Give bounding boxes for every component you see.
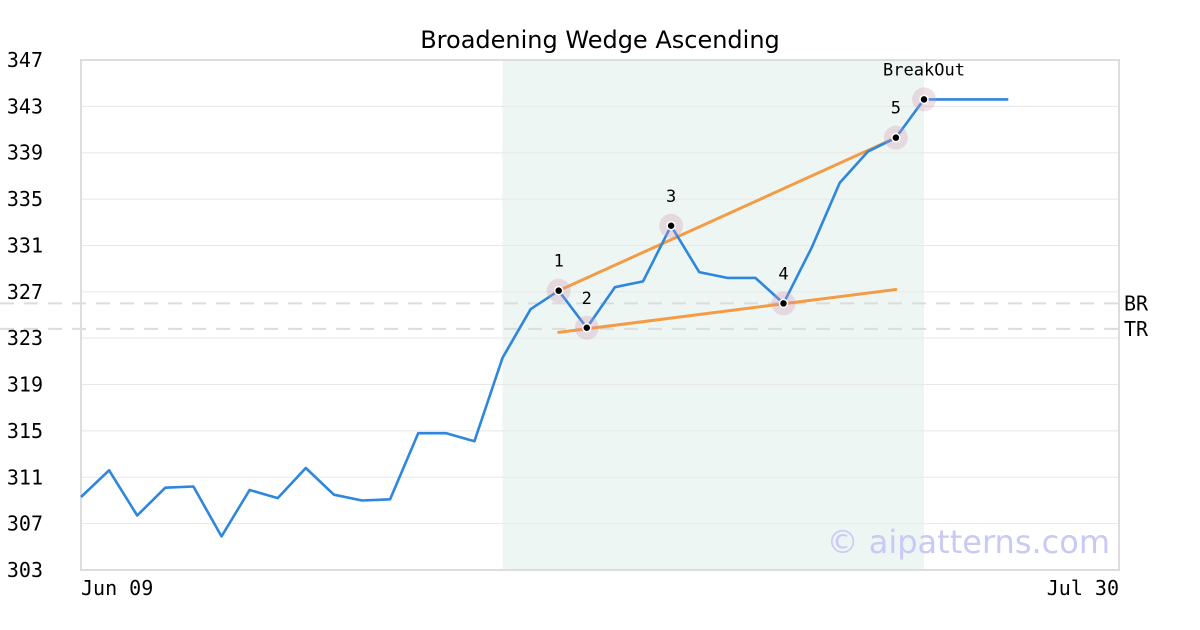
pattern-point-label: 1 — [554, 252, 564, 272]
pattern-point-label: 3 — [666, 187, 676, 207]
pattern-point — [919, 94, 929, 105]
trend-line — [557, 288, 898, 334]
y-tick-label: 343 — [7, 94, 43, 118]
y-tick-label: 311 — [7, 465, 43, 489]
chart-title: Broadening Wedge Ascending — [420, 26, 780, 54]
pattern-point — [666, 221, 676, 231]
y-tick-label: 331 — [7, 233, 43, 257]
pattern-point — [891, 132, 901, 143]
price-series-line — [80, 98, 1009, 538]
y-tick-label: 335 — [7, 187, 43, 211]
y-tick-label: 303 — [7, 558, 43, 582]
plot-frame — [80, 59, 1120, 571]
y-tick-label: 339 — [7, 141, 43, 165]
x-tick-label: Jul 30 — [1047, 576, 1119, 600]
pattern-point-label: BreakOut — [883, 60, 965, 80]
y-tick-label: 307 — [7, 512, 43, 536]
y-tick-label: 347 — [7, 48, 43, 72]
y-tick-label: 327 — [7, 280, 43, 304]
y-tick-label: 315 — [7, 419, 43, 443]
pattern-point — [553, 285, 564, 296]
reference-line-label: TR — [1124, 317, 1149, 341]
pattern-point-label: 2 — [582, 289, 592, 309]
highlight-region — [502, 60, 924, 570]
pattern-point-label: 4 — [778, 264, 788, 284]
reference-line-label: BR — [1124, 291, 1149, 315]
trend-line — [557, 136, 898, 293]
y-tick-label: 323 — [7, 326, 43, 350]
y-tick-label: 319 — [7, 373, 43, 397]
pattern-point-label: 5 — [891, 99, 901, 119]
x-tick-label: Jun 09 — [81, 576, 153, 600]
pattern-point — [582, 323, 592, 333]
watermark: © aipatterns.com — [827, 523, 1110, 561]
pattern-point — [778, 298, 789, 309]
